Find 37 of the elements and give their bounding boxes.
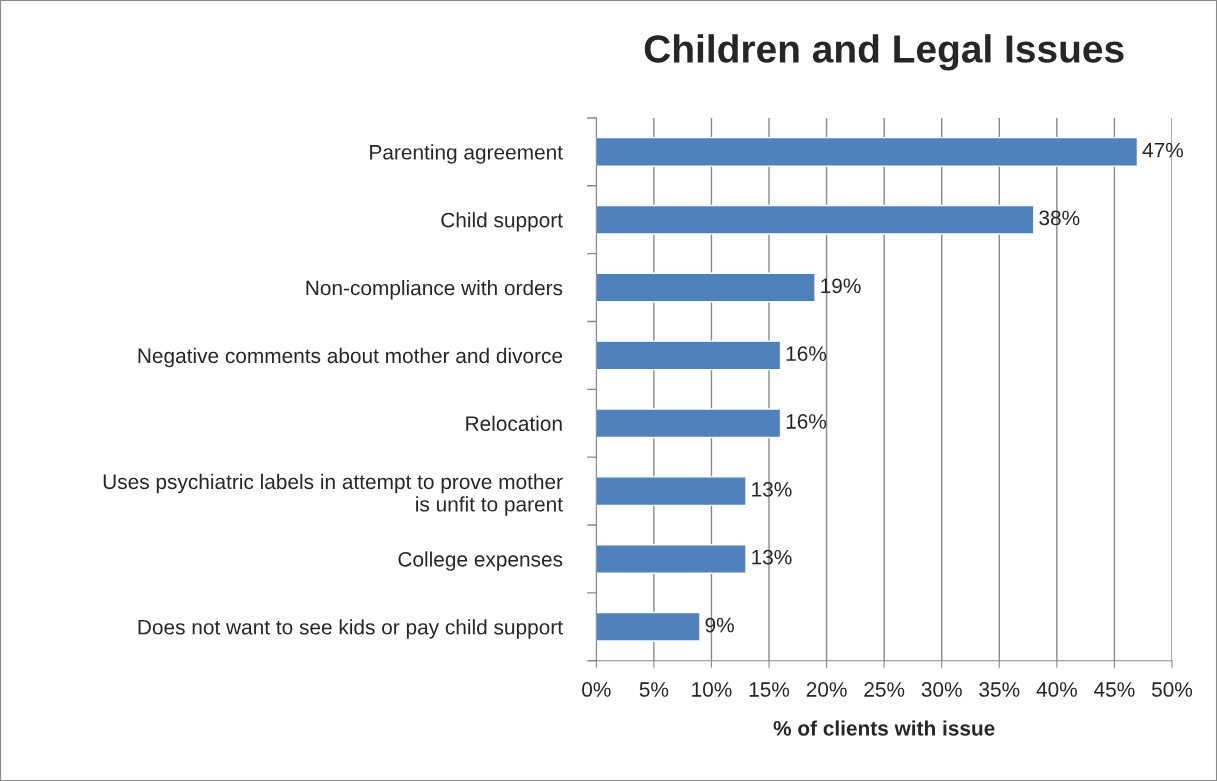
x-tick-label: 45% (1094, 682, 1135, 697)
x-tick-label: 40% (1036, 682, 1077, 697)
data-label: 16% (786, 346, 827, 361)
y-tick-label: Child support (441, 212, 563, 232)
y-tick-label: Uses psychiatric labels in attempt to prove mother is unfit to parent (103, 473, 563, 516)
data-label: 13% (752, 549, 792, 565)
y-tick-label: College expenses (398, 551, 563, 571)
bar (596, 136, 1139, 167)
y-tick-label: Parenting agreement (370, 144, 563, 164)
x-tick-label: 0% (582, 682, 611, 697)
bar (596, 204, 1035, 235)
x-tick-label: 25% (864, 682, 905, 697)
x-tick-label: 35% (979, 682, 1020, 697)
x-tick-label: 5% (639, 682, 669, 697)
x-tick-label: 50% (1151, 682, 1193, 697)
y-tick-label: Non-compliance with orders (306, 280, 563, 300)
bar (596, 340, 782, 371)
chart-title: Children and Legal Issues (644, 34, 1124, 71)
y-tick-label: Negative comments about mother and divorce (138, 347, 563, 368)
bar (596, 476, 747, 507)
data-label: 47% (1142, 142, 1183, 158)
bar (596, 544, 747, 574)
bar (596, 611, 701, 642)
x-tick-label: 20% (806, 682, 847, 697)
x-axis-title: % of clients with issue (773, 720, 995, 736)
data-label: 13% (752, 481, 792, 497)
data-label: 38% (1039, 210, 1080, 226)
x-tick-label: 10% (692, 682, 732, 697)
bar (596, 272, 816, 303)
y-tick-label: Relocation (466, 415, 562, 432)
data-label: 16% (786, 414, 827, 429)
x-tick-label: 15% (749, 682, 790, 697)
bar (596, 408, 782, 439)
y-tick-label: Does not want to see kids or pay child support (138, 619, 563, 639)
data-label: 19% (821, 278, 861, 294)
data-label: 9% (705, 617, 734, 633)
x-tick-label: 30% (921, 682, 962, 697)
